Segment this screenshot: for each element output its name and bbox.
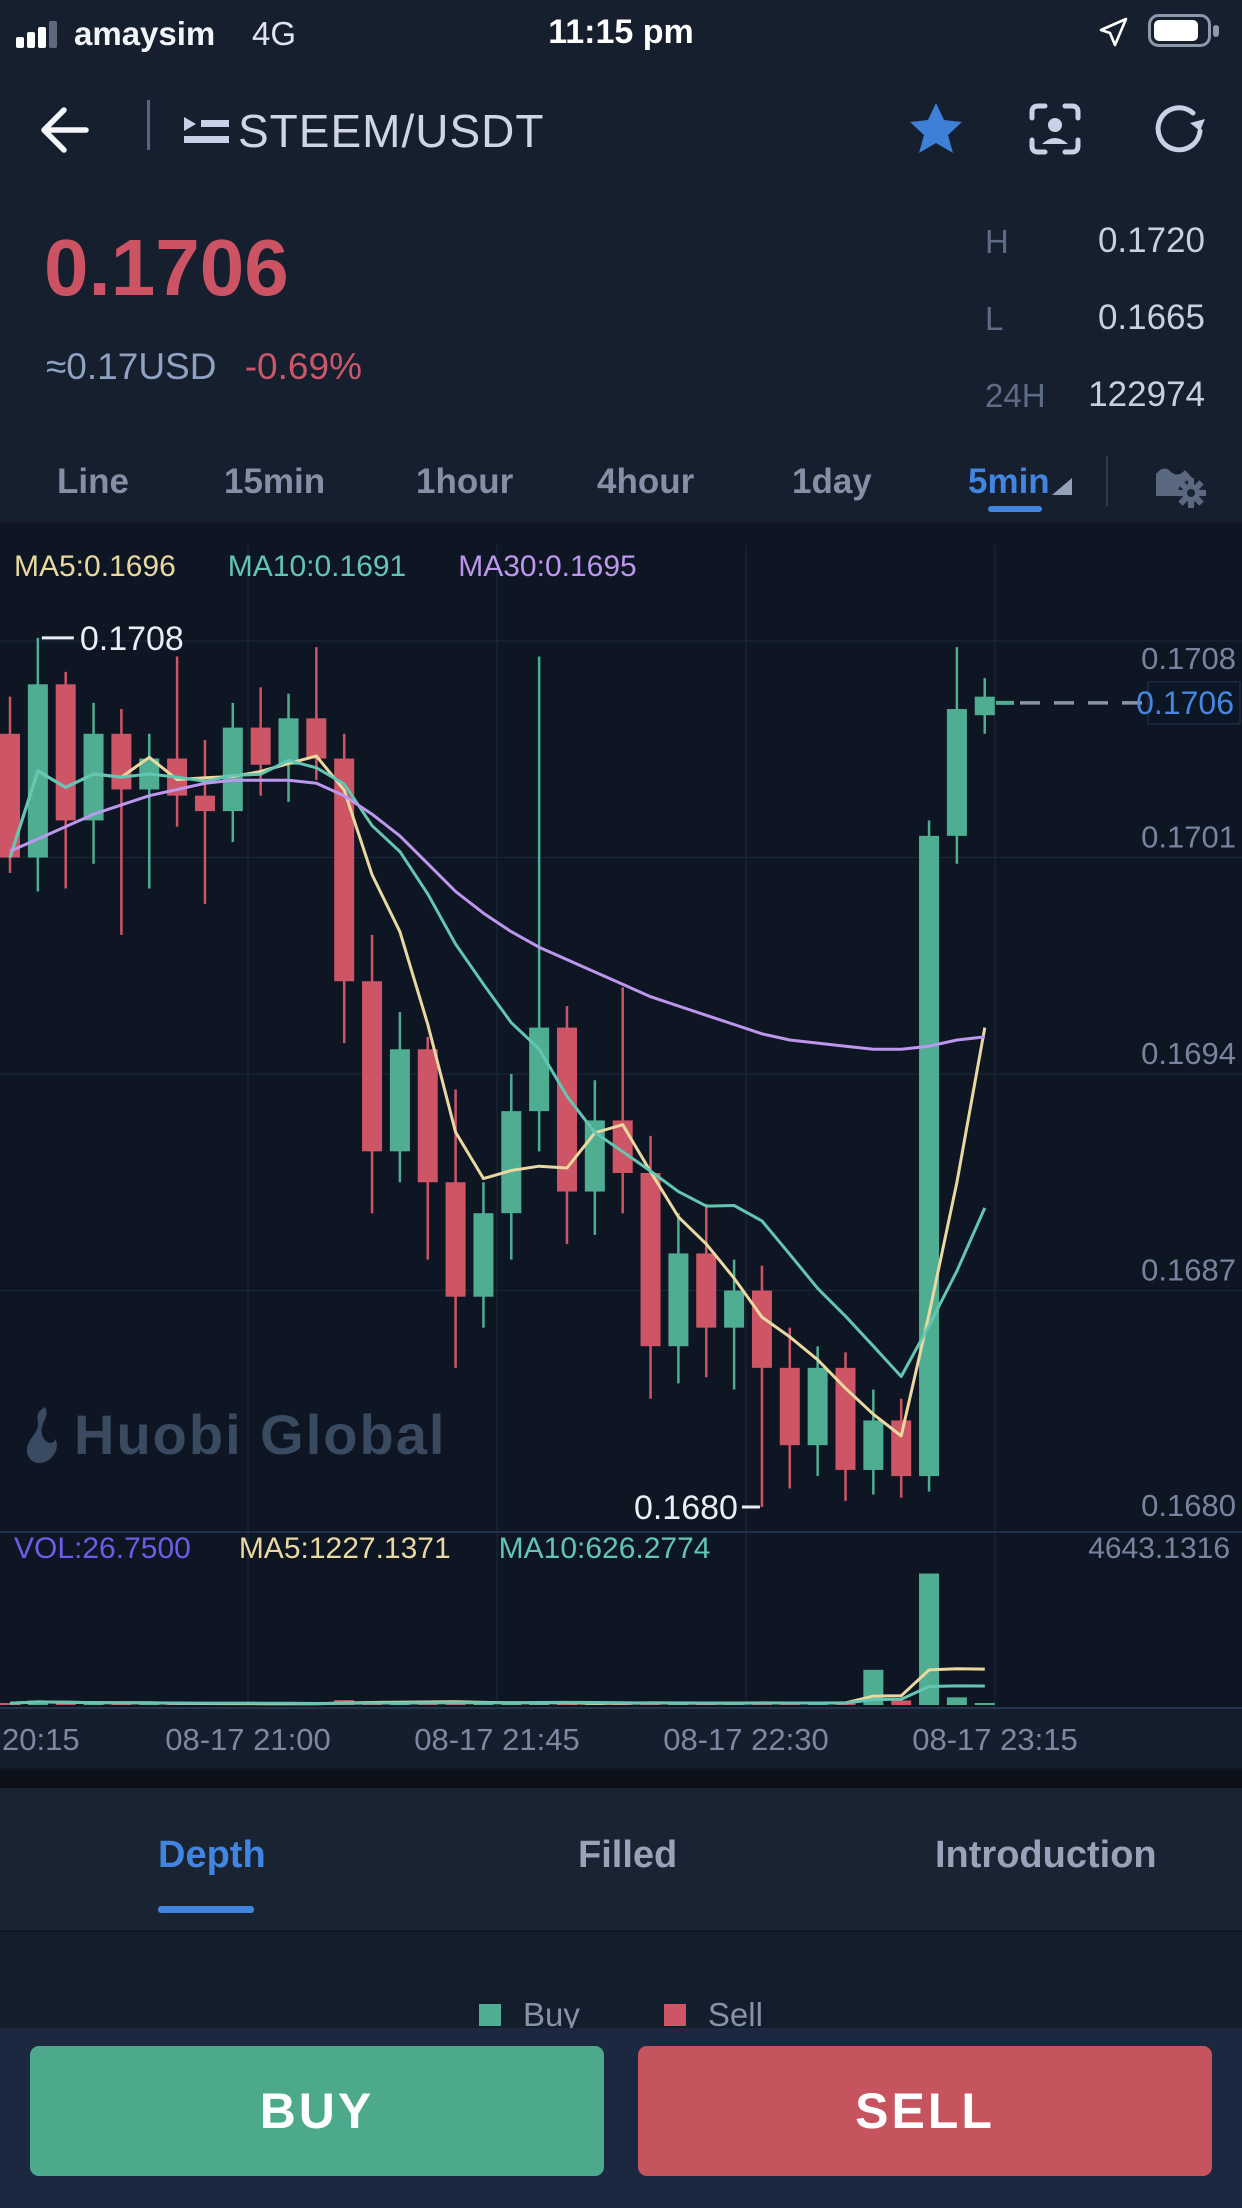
svg-text:0.1708: 0.1708	[1141, 641, 1236, 676]
low-value: 0.1665	[1097, 298, 1205, 337]
chart-section: 0.1706 0.1708 0.1701 0.1694 0.1687 0.1680 0.17…	[0, 522, 1242, 1770]
svg-text:0.1680: 0.1680	[1141, 1488, 1236, 1523]
svg-text:0.1694: 0.1694	[1141, 1036, 1236, 1071]
status-bar: amaysim 4G 11:15 pm	[0, 0, 1242, 62]
scan-icon[interactable]	[1028, 102, 1082, 156]
high-annotation: 0.1708	[41, 620, 184, 658]
interval-tab-bar: Line 15min 1hour 4hour 1day 5min	[0, 452, 1242, 518]
y-axis-labels: 0.1708 0.1701 0.1694 0.1687 0.1680	[1141, 641, 1236, 1523]
back-icon[interactable]	[36, 102, 94, 158]
network-label: 4G	[252, 15, 297, 52]
tab-line[interactable]: Line	[57, 462, 129, 501]
current-price-line: 0.1706	[996, 681, 1241, 725]
tab-filled[interactable]: Filled	[578, 1834, 678, 1876]
last-price: 0.1706	[44, 223, 289, 312]
chevron-dropdown-icon[interactable]	[1052, 478, 1072, 495]
favorite-star-icon[interactable]	[908, 100, 966, 156]
depth-legend: Buy Sell	[0, 1996, 1242, 2034]
svg-text:20:15: 20:15	[2, 1722, 80, 1757]
low-row: L 0.1665	[985, 282, 1205, 359]
tab-1day[interactable]: 1day	[792, 462, 872, 501]
ma10-label: MA10:0.1691	[227, 550, 407, 583]
ma-overlay-labels: MA5:0.1696 MA10:0.1691 MA30:0.1695	[14, 550, 637, 584]
high-value: 0.1720	[1097, 221, 1205, 260]
vol-label: VOL:26.7500	[14, 1532, 191, 1565]
vol-ma5-label: MA5:1227.1371	[238, 1532, 451, 1565]
tab-introduction[interactable]: Introduction	[935, 1834, 1157, 1876]
watermark-text: Huobi Global	[74, 1403, 447, 1466]
watermark: Huobi Global	[24, 1402, 446, 1467]
svg-text:0.1701: 0.1701	[1141, 820, 1236, 855]
location-icon	[1099, 17, 1128, 47]
svg-text:0.1680: 0.1680	[634, 1489, 738, 1527]
svg-text:08-17 22:30: 08-17 22:30	[663, 1722, 828, 1757]
volume-value: 122974	[1088, 375, 1205, 414]
ma5-label: MA5:0.1696	[14, 550, 176, 583]
vol-ma10-label: MA10:626.2774	[498, 1532, 711, 1565]
buy-legend-swatch	[479, 2004, 502, 2026]
tab-15min[interactable]: 15min	[224, 462, 326, 501]
tab-depth[interactable]: Depth	[158, 1834, 266, 1876]
svg-text:0.1706: 0.1706	[1136, 685, 1234, 721]
volume-row: 24H 122974	[985, 359, 1205, 436]
action-bar: BUY SELL	[0, 2028, 1242, 2208]
sell-legend-label: Sell	[707, 1996, 763, 2033]
sell-legend-swatch	[663, 2004, 686, 2026]
signal-strength-icon	[16, 21, 57, 48]
daily-stats: H 0.1720 L 0.1665 24H 122974	[985, 205, 1205, 436]
buy-button[interactable]: BUY	[30, 2046, 604, 2176]
chart-settings-icon[interactable]	[1154, 456, 1206, 508]
tab-bar-divider	[1106, 456, 1108, 506]
depth-legend-zone: Buy Sell	[0, 1932, 1242, 2033]
volume-overlay-labels: VOL:26.7500 MA5:1227.1371 MA10:626.2774 …	[14, 1532, 1230, 1566]
x-axis-labels: 20:15 08-17 21:00 08-17 21:45 08-17 22:30 08…	[2, 1722, 1078, 1757]
volume-max-label: 4643.1316	[1088, 1532, 1230, 1565]
carrier-label: amaysim	[74, 15, 216, 52]
tab-5min-selected[interactable]: 5min	[968, 462, 1050, 501]
high-label: H	[985, 223, 1009, 260]
buy-legend-label: Buy	[523, 1996, 580, 2033]
candlestick-chart[interactable]: 0.1706 0.1708 0.1701 0.1694 0.1687 0.1680 0.17…	[0, 522, 1242, 1775]
sell-button[interactable]: SELL	[638, 2046, 1212, 2176]
tab-1hour[interactable]: 1hour	[416, 462, 514, 501]
change-percent: -0.69%	[244, 346, 362, 387]
grid	[0, 545, 1242, 1768]
ma-lines	[8, 754, 987, 1706]
huobi-flame-icon	[26, 1406, 57, 1463]
svg-text:0.1687: 0.1687	[1141, 1253, 1236, 1288]
svg-text:0.1708: 0.1708	[80, 620, 184, 658]
svg-text:08-17 21:00: 08-17 21:00	[165, 1722, 330, 1757]
svg-text:08-17 21:45: 08-17 21:45	[414, 1722, 579, 1757]
header-divider	[147, 100, 150, 150]
pair-title: STEEM/USDT	[238, 105, 545, 157]
depth-tab-underline	[158, 1906, 254, 1913]
refresh-icon[interactable]	[1152, 102, 1206, 156]
header: STEEM/USDT	[0, 92, 1242, 172]
selected-tab-underline	[988, 506, 1042, 512]
section-divider-strip	[0, 1770, 1242, 1788]
market-list-icon[interactable]	[184, 114, 230, 146]
tab-4hour[interactable]: 4hour	[597, 462, 695, 501]
low-annotation: 0.1680	[634, 1489, 760, 1527]
battery-icon	[1148, 14, 1219, 47]
ma30-label: MA30:0.1695	[458, 550, 637, 583]
bottom-tab-bar: Depth Filled Introduction	[0, 1788, 1242, 1932]
low-label: L	[985, 300, 1004, 337]
svg-text:08-17 23:15: 08-17 23:15	[912, 1722, 1077, 1757]
volume-label: 24H	[985, 377, 1046, 414]
high-row: H 0.1720	[985, 205, 1205, 282]
fiat-equivalent: ≈0.17USD	[46, 346, 217, 387]
clock: 11:15 pm	[548, 13, 694, 51]
